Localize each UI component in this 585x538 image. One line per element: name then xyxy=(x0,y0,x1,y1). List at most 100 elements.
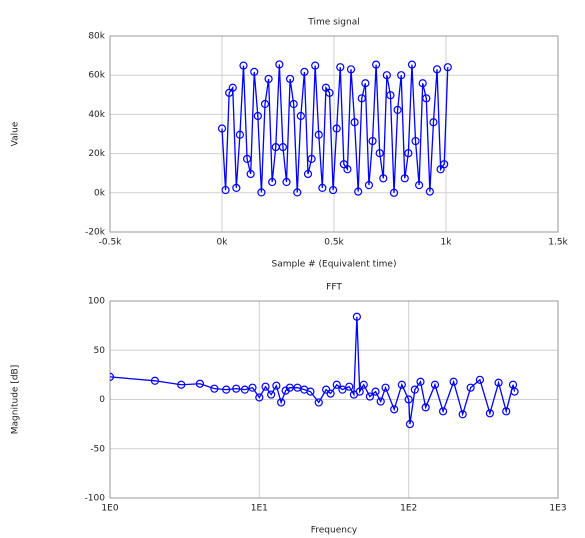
marker xyxy=(381,383,390,392)
marker xyxy=(235,130,245,139)
marker xyxy=(416,377,425,386)
marker xyxy=(379,174,388,183)
y-tick-label: 80k xyxy=(88,32,105,42)
x-tick-label: 0.5k xyxy=(324,238,344,248)
marker xyxy=(410,385,419,394)
marker xyxy=(354,187,363,196)
marker xyxy=(397,380,406,389)
marker xyxy=(255,393,264,402)
marker xyxy=(368,136,377,146)
marker xyxy=(422,94,431,103)
y-tick-label: 20k xyxy=(88,149,105,159)
marker xyxy=(332,380,341,389)
marker xyxy=(393,105,402,114)
marker xyxy=(449,377,458,386)
marker xyxy=(411,136,420,146)
marker xyxy=(343,165,352,174)
y-tick-label: 60k xyxy=(88,71,105,81)
marker xyxy=(466,383,475,392)
marker xyxy=(345,382,354,391)
marker xyxy=(430,380,440,389)
marker xyxy=(210,384,219,393)
marker xyxy=(404,395,413,404)
plot-area xyxy=(217,60,452,197)
marker xyxy=(357,94,366,103)
marker xyxy=(250,67,259,76)
marker xyxy=(404,149,413,158)
plot-frame xyxy=(109,35,559,233)
marker xyxy=(326,389,335,398)
x-tick-label: 1E1 xyxy=(251,504,268,514)
marker xyxy=(311,61,320,70)
marker xyxy=(318,183,327,192)
marker xyxy=(382,71,391,80)
marker xyxy=(502,407,511,416)
marker xyxy=(260,99,270,109)
marker xyxy=(405,420,415,429)
marker xyxy=(257,188,266,197)
marker xyxy=(510,387,519,396)
x-tick-label: 1E0 xyxy=(101,504,118,514)
x-axis-label: Frequency xyxy=(311,526,358,536)
marker xyxy=(222,385,231,394)
marker xyxy=(325,88,334,97)
marker xyxy=(282,177,291,187)
x-tick-label: 1E3 xyxy=(549,504,566,514)
marker xyxy=(268,177,277,187)
x-tick-label: -0.5k xyxy=(99,238,123,248)
marker xyxy=(261,382,270,391)
marker xyxy=(150,376,160,385)
marker xyxy=(485,409,495,418)
plot-area xyxy=(110,312,519,429)
marker xyxy=(350,118,359,127)
marker xyxy=(303,169,313,179)
marker xyxy=(371,387,380,396)
marker xyxy=(221,185,230,195)
x-tick-label: 1E2 xyxy=(400,504,417,514)
marker xyxy=(415,181,424,190)
chart-title: Time signal xyxy=(307,18,360,28)
marker xyxy=(494,378,503,387)
marker xyxy=(300,67,309,76)
marker xyxy=(418,79,427,88)
marker xyxy=(275,60,284,69)
marker xyxy=(314,130,323,139)
marker xyxy=(359,380,368,389)
marker xyxy=(376,397,385,406)
marker xyxy=(429,118,438,127)
marker xyxy=(307,154,316,163)
marker xyxy=(389,188,399,197)
y-tick-label: 40k xyxy=(88,110,105,120)
marker xyxy=(253,111,262,121)
marker xyxy=(228,83,237,92)
marker xyxy=(443,63,452,72)
marker xyxy=(407,60,417,69)
marker xyxy=(246,169,255,179)
y-tick-label: -100 xyxy=(85,494,106,504)
y-tick-label: -50 xyxy=(90,444,105,454)
marker xyxy=(365,392,374,401)
y-tick-label: 0k xyxy=(94,188,106,198)
marker xyxy=(272,381,281,390)
marker xyxy=(264,74,273,84)
marker xyxy=(440,160,449,169)
y-axis-label: Value xyxy=(11,121,21,146)
y-axis-label: Magnitude [dB] xyxy=(11,365,21,434)
marker xyxy=(239,61,248,70)
marker xyxy=(278,143,288,152)
y-tick-label: -20k xyxy=(85,228,106,238)
marker xyxy=(285,74,295,84)
marker xyxy=(240,385,249,394)
marker xyxy=(355,387,364,396)
marker xyxy=(458,410,467,419)
marker xyxy=(361,79,370,88)
marker xyxy=(438,407,448,416)
marker xyxy=(386,91,395,100)
marker xyxy=(277,398,286,407)
marker xyxy=(329,185,338,195)
marker xyxy=(217,124,227,133)
marker xyxy=(397,71,406,80)
marker xyxy=(242,154,252,163)
marker xyxy=(336,63,345,72)
